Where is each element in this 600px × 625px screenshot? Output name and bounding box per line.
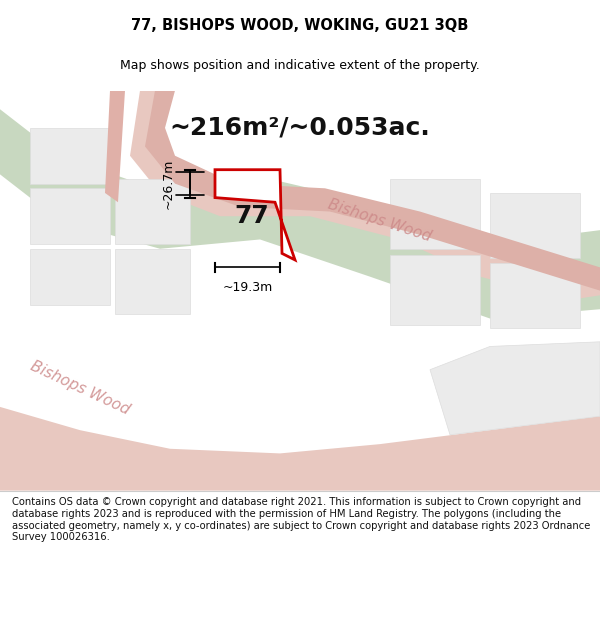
Text: 77: 77 — [235, 204, 269, 228]
Polygon shape — [430, 342, 600, 435]
Text: ~19.3m: ~19.3m — [223, 281, 272, 294]
Bar — [30, 249, 110, 304]
Text: ~216m²/~0.053ac.: ~216m²/~0.053ac. — [170, 116, 430, 140]
Text: Bishops Wood: Bishops Wood — [28, 359, 132, 418]
Bar — [115, 249, 190, 314]
Text: Contains OS data © Crown copyright and database right 2021. This information is : Contains OS data © Crown copyright and d… — [12, 498, 590, 542]
Bar — [30, 188, 110, 244]
Bar — [490, 262, 580, 328]
Polygon shape — [145, 91, 600, 291]
Bar — [390, 179, 480, 249]
Polygon shape — [0, 91, 600, 319]
Text: Map shows position and indicative extent of the property.: Map shows position and indicative extent… — [120, 59, 480, 72]
Text: ~26.7m: ~26.7m — [162, 159, 175, 209]
Bar — [490, 193, 580, 258]
Bar — [115, 179, 190, 244]
Bar — [390, 255, 480, 325]
Polygon shape — [130, 91, 600, 300]
Text: Bishops Wood: Bishops Wood — [326, 197, 434, 244]
Polygon shape — [105, 91, 125, 202]
Bar — [30, 128, 110, 184]
Polygon shape — [215, 170, 295, 260]
Text: 77, BISHOPS WOOD, WOKING, GU21 3QB: 77, BISHOPS WOOD, WOKING, GU21 3QB — [131, 18, 469, 33]
Polygon shape — [0, 407, 600, 491]
